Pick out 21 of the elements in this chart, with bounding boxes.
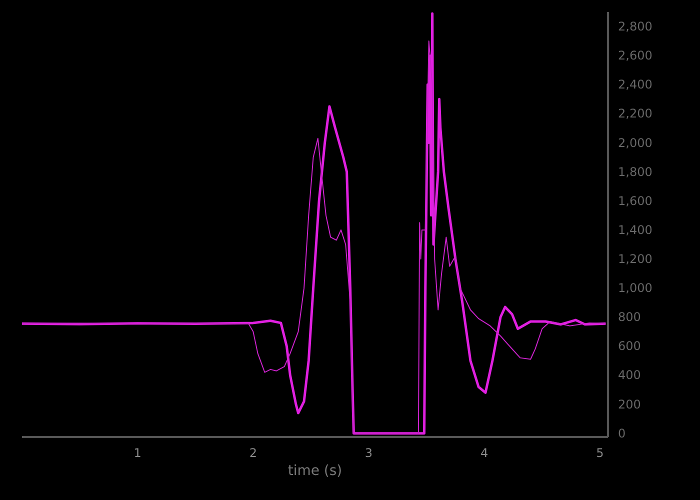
- y-tick-label: 1,800: [618, 164, 652, 179]
- y-tick-label: 1,000: [618, 281, 652, 296]
- y-tick-label: 2,800: [618, 20, 652, 34]
- y-tick-label: 1,600: [618, 194, 652, 208]
- y-tick-label: 400: [618, 368, 641, 382]
- x-tick-label: 4: [480, 446, 488, 460]
- x-axis-title: time (s): [288, 463, 342, 479]
- y-tick-label: 0: [618, 426, 626, 440]
- x-tick-label: 1: [134, 446, 142, 460]
- y-tick-label: 2,000: [618, 136, 652, 150]
- y-tick-label: 2,400: [618, 78, 652, 92]
- y-tick-label: 800: [618, 310, 641, 324]
- x-tick-label: 2: [249, 446, 257, 460]
- y-tick-label: 1,200: [618, 252, 652, 266]
- x-tick-label: 5: [596, 446, 604, 460]
- y-tick-label: 600: [618, 339, 641, 354]
- y-tick-label: 2,200: [618, 106, 652, 121]
- x-tick-label: 3: [364, 446, 373, 460]
- y-tick-label: 1,400: [618, 222, 652, 237]
- y-tick-label: 200: [618, 397, 641, 412]
- y-tick-label: 2,600: [618, 48, 652, 63]
